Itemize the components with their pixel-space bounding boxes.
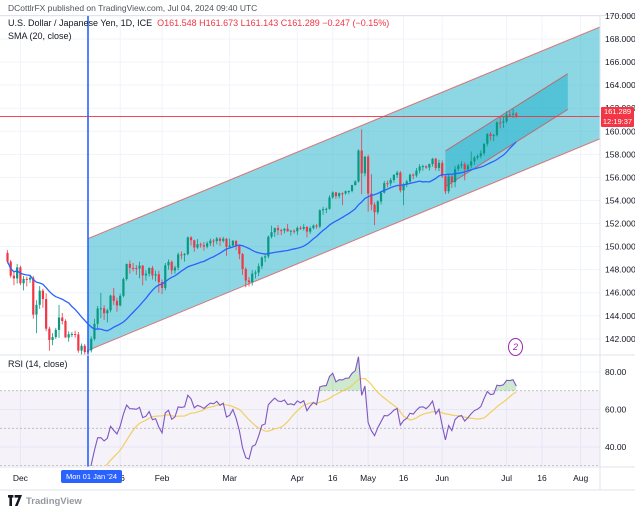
tradingview-logo-icon (8, 495, 22, 506)
svg-text:156.000: 156.000 (605, 172, 635, 182)
svg-text:Aug: Aug (573, 473, 588, 483)
svg-text:150.000: 150.000 (605, 242, 635, 252)
idea-marker[interactable]: 2 (508, 338, 523, 356)
svg-text:40.00: 40.00 (605, 442, 627, 452)
svg-text:164.000: 164.000 (605, 80, 635, 90)
svg-text:154.000: 154.000 (605, 195, 635, 205)
candlesticks (6, 108, 518, 355)
svg-text:166.000: 166.000 (605, 57, 635, 67)
symbol-legend[interactable]: U.S. Dollar / Japanese Yen, 1D, ICE O161.… (8, 18, 389, 28)
svg-text:60.00: 60.00 (605, 405, 627, 415)
inner-channel (445, 73, 568, 187)
rsi-ma-line[interactable] (11, 378, 517, 514)
svg-text:142.000: 142.000 (605, 334, 635, 344)
price-axis[interactable]: 170.000168.000166.000164.000162.000160.0… (605, 11, 635, 452)
svg-text:16: 16 (537, 473, 547, 483)
svg-text:168.000: 168.000 (605, 34, 635, 44)
svg-text:158.000: 158.000 (605, 149, 635, 159)
svg-text:Apr: Apr (291, 473, 304, 483)
sma-line[interactable] (6, 141, 517, 332)
svg-text:May: May (360, 473, 377, 483)
rsi-oversold-fill (10, 465, 517, 466)
attribution-text[interactable]: DCottlrFX published on TradingView.com, … (8, 3, 258, 13)
sma-legend[interactable]: SMA (20, close) (8, 31, 72, 41)
symbol-title[interactable]: U.S. Dollar / Japanese Yen, 1D, ICE (8, 18, 153, 28)
svg-text:Jun: Jun (435, 473, 449, 483)
svg-text:148.000: 148.000 (605, 265, 635, 275)
primary-channel (88, 26, 600, 351)
rsi-legend[interactable]: RSI (14, close) (8, 359, 68, 369)
svg-text:80.00: 80.00 (605, 367, 627, 377)
svg-text:152.000: 152.000 (605, 219, 635, 229)
ohlc-values: O161.548 H161.673 L161.143 C161.289 −0.2… (157, 18, 390, 28)
svg-text:16: 16 (328, 473, 338, 483)
svg-text:16: 16 (399, 473, 409, 483)
svg-text:144.000: 144.000 (605, 311, 635, 321)
bar-countdown: 12:19:37 (602, 116, 633, 126)
vline-date-badge: Mon 01 Jan '24 (61, 470, 123, 483)
last-price-value: 161.289 (603, 107, 632, 116)
last-price-badge: 161.289 12:19:37 (601, 107, 634, 127)
svg-text:Dec: Dec (13, 473, 29, 483)
time-axis[interactable]: Dec16FebMarApr16May16JunJul16Aug (13, 473, 589, 483)
svg-text:Jul: Jul (501, 473, 512, 483)
svg-text:146.000: 146.000 (605, 288, 635, 298)
svg-text:170.000: 170.000 (605, 11, 635, 21)
tradingview-logo-text: TradingView (26, 495, 82, 507)
rsi-pane (0, 390, 600, 466)
tradingview-logo[interactable]: TradingView (8, 495, 82, 507)
svg-text:Mar: Mar (222, 473, 237, 483)
rsi-line[interactable] (11, 356, 517, 514)
svg-text:Feb: Feb (155, 473, 170, 483)
parallel-channels[interactable] (87, 26, 600, 351)
svg-text:160.000: 160.000 (605, 126, 635, 136)
